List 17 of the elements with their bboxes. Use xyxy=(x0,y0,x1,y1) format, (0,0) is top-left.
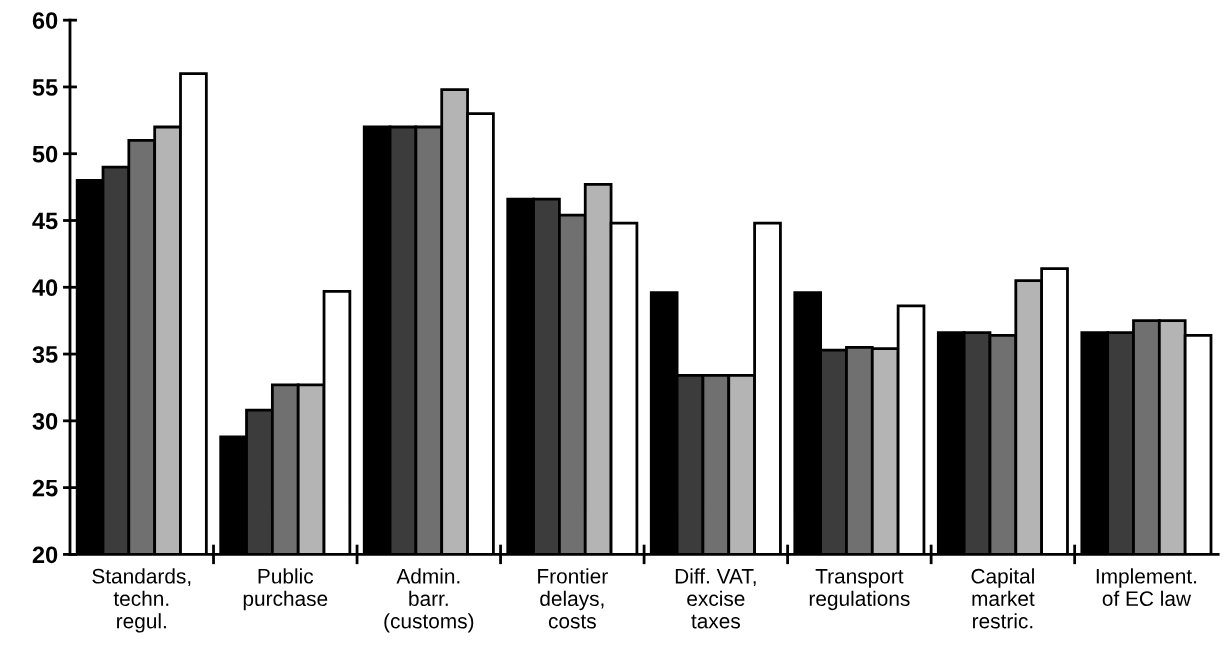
x-tick-label: Public purchase xyxy=(243,568,328,611)
y-tick-label: 55 xyxy=(32,79,58,96)
x-tick-label: Diff. VAT, excise taxes xyxy=(675,568,756,629)
y-tick-label: 30 xyxy=(32,412,58,430)
x-tick-label: Standards, techn. regul. xyxy=(92,568,191,633)
y-tick-label: 35 xyxy=(32,346,58,363)
y-tick-label: 50 xyxy=(32,145,58,163)
y-tick-label: 45 xyxy=(32,212,58,230)
x-tick-label: Frontier delays, costs xyxy=(538,568,608,629)
x-tick-label: Capital market restric. xyxy=(971,568,1035,629)
x-tick-label: Transport regulations xyxy=(809,569,910,611)
y-tick-label: 25 xyxy=(32,479,58,497)
y-tick-label: 40 xyxy=(32,279,58,297)
x-tick-label: Admin. barr. (customs) xyxy=(384,568,474,633)
x-tick-label: Implement. of EC law xyxy=(1096,568,1197,607)
y-tick-label: 20 xyxy=(32,546,58,564)
y-tick-label: 60 xyxy=(32,12,58,29)
